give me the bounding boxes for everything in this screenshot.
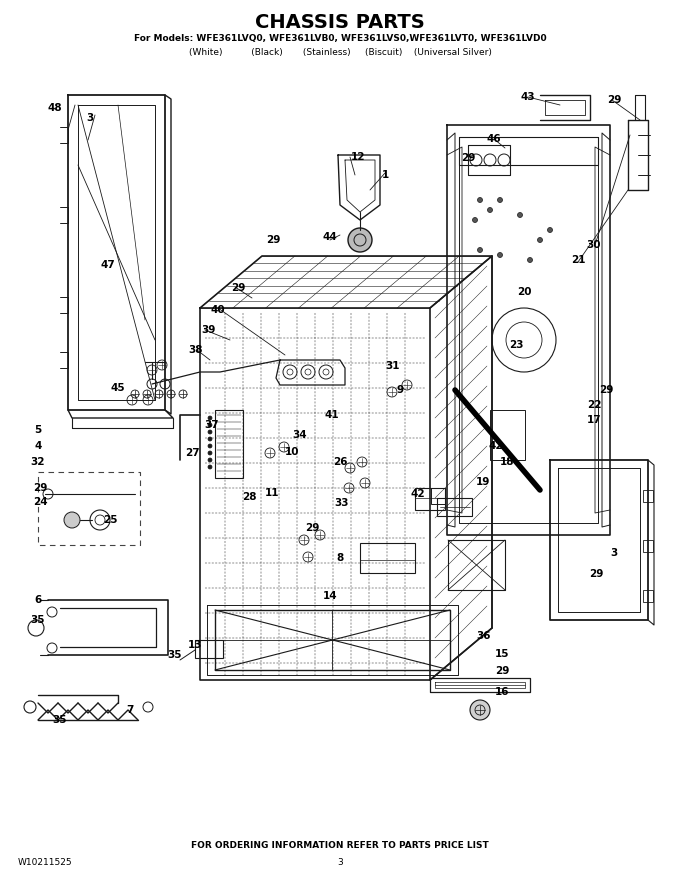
Text: 42: 42 (489, 441, 503, 451)
Bar (195, 640, 223, 658)
Text: 29: 29 (599, 385, 613, 395)
Text: 45: 45 (111, 383, 125, 393)
Text: 22: 22 (587, 400, 601, 410)
Circle shape (547, 228, 552, 232)
Text: 31: 31 (386, 361, 401, 371)
Text: 30: 30 (587, 240, 601, 250)
Text: 35: 35 (53, 715, 67, 725)
Text: 23: 23 (509, 340, 523, 350)
Bar (415, 488, 445, 510)
Text: 3: 3 (611, 548, 617, 558)
Circle shape (208, 423, 212, 427)
Text: 6: 6 (35, 595, 41, 605)
Text: 5: 5 (35, 425, 41, 435)
Text: 29: 29 (607, 95, 622, 105)
Bar (437, 498, 472, 516)
Text: 29: 29 (495, 666, 509, 676)
Bar (643, 540, 653, 552)
Circle shape (498, 197, 503, 202)
Text: 48: 48 (48, 103, 63, 113)
Text: 28: 28 (242, 492, 256, 502)
Circle shape (208, 465, 212, 469)
Circle shape (477, 197, 483, 202)
Text: 8: 8 (337, 553, 343, 563)
Text: 19: 19 (476, 477, 490, 487)
Text: 41: 41 (324, 410, 339, 420)
Text: 47: 47 (101, 260, 116, 270)
Text: 29: 29 (231, 283, 245, 293)
Text: 11: 11 (265, 488, 279, 498)
Text: 43: 43 (521, 92, 535, 102)
Circle shape (348, 228, 372, 252)
Text: FOR ORDERING INFORMATION REFER TO PARTS PRICE LIST: FOR ORDERING INFORMATION REFER TO PARTS … (191, 840, 489, 849)
Text: 1: 1 (381, 170, 389, 180)
Circle shape (208, 451, 212, 455)
Bar (643, 490, 653, 502)
Text: 42: 42 (411, 489, 425, 499)
Circle shape (208, 458, 212, 462)
Text: 35: 35 (31, 615, 46, 625)
Text: For Models: WFE361LVQ0, WFE361LVB0, WFE361LVS0,WFE361LVT0, WFE361LVD0: For Models: WFE361LVQ0, WFE361LVB0, WFE3… (134, 33, 546, 42)
Text: 39: 39 (201, 325, 215, 335)
Circle shape (537, 238, 543, 243)
Text: 32: 32 (31, 457, 46, 467)
Circle shape (208, 444, 212, 448)
Text: 14: 14 (323, 591, 337, 601)
Text: 29: 29 (589, 569, 603, 579)
Text: 27: 27 (185, 448, 199, 458)
Bar (431, 488, 445, 504)
Text: 33: 33 (335, 498, 350, 508)
Text: CHASSIS PARTS: CHASSIS PARTS (255, 12, 425, 32)
Text: 13: 13 (188, 640, 202, 650)
Text: 36: 36 (477, 631, 491, 641)
Text: 46: 46 (487, 134, 501, 144)
Text: 29: 29 (33, 483, 47, 493)
Text: (White)          (Black)       (Stainless)     (Biscuit)    (Universal Silver): (White) (Black) (Stainless) (Biscuit) (U… (188, 48, 492, 56)
Text: 7: 7 (126, 705, 134, 715)
Text: 37: 37 (205, 420, 220, 430)
Text: 10: 10 (285, 447, 299, 457)
Bar (360, 543, 415, 573)
Circle shape (498, 253, 503, 258)
Text: 25: 25 (103, 515, 117, 525)
Text: 24: 24 (33, 497, 48, 507)
Circle shape (470, 700, 490, 720)
Text: 29: 29 (266, 235, 280, 245)
Circle shape (64, 512, 80, 528)
Text: 4: 4 (34, 441, 41, 451)
Text: 20: 20 (517, 287, 531, 297)
Circle shape (208, 437, 212, 441)
Text: 35: 35 (168, 650, 182, 660)
Circle shape (517, 212, 522, 217)
Bar (490, 410, 525, 460)
Text: 29: 29 (461, 153, 475, 163)
Circle shape (477, 247, 483, 253)
Text: 17: 17 (587, 415, 601, 425)
Text: 12: 12 (351, 152, 365, 162)
Text: 34: 34 (292, 430, 307, 440)
Circle shape (488, 208, 492, 212)
Text: 16: 16 (495, 687, 509, 697)
Text: 21: 21 (571, 255, 585, 265)
Text: 26: 26 (333, 457, 347, 467)
Text: 18: 18 (500, 457, 514, 467)
Text: W10211525: W10211525 (18, 857, 73, 867)
Text: 15: 15 (495, 649, 509, 659)
Text: 40: 40 (211, 305, 225, 315)
Text: 44: 44 (322, 232, 337, 242)
Text: 3: 3 (86, 113, 94, 123)
Bar (643, 590, 653, 602)
Text: 3: 3 (337, 857, 343, 867)
Circle shape (473, 217, 477, 223)
Text: 9: 9 (396, 385, 403, 395)
Circle shape (528, 258, 532, 262)
Bar (215, 410, 243, 478)
Circle shape (208, 416, 212, 420)
Text: 29: 29 (305, 523, 319, 533)
Circle shape (208, 430, 212, 434)
Text: 38: 38 (189, 345, 203, 355)
